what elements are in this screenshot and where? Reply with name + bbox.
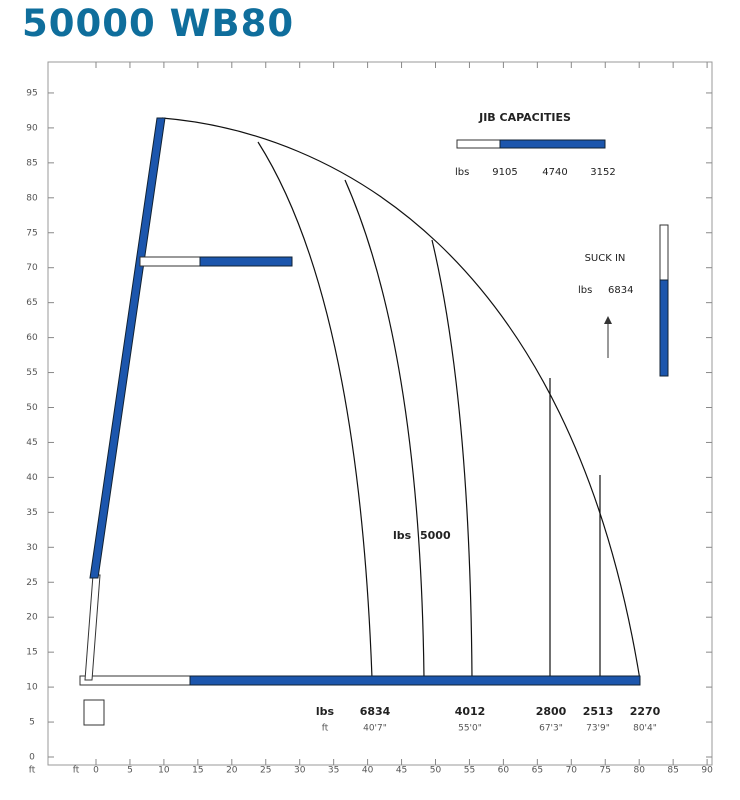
capacity-weight: 2513 <box>583 705 614 718</box>
x-tick-label: 85 <box>667 766 678 776</box>
x-tick-label: 90 <box>701 766 713 776</box>
frame <box>47 61 713 766</box>
y-tick-label: 30 <box>26 543 38 553</box>
suck-in-value: 6834 <box>608 285 633 296</box>
y-tick-label: 25 <box>26 578 37 588</box>
y-tick-label: 55 <box>26 368 37 378</box>
x-unit: ft <box>73 766 80 776</box>
capacity-weight: 4012 <box>455 705 486 718</box>
jib-value: 9105 <box>492 167 517 178</box>
y-tick-label: 90 <box>26 123 38 133</box>
y-unit: ft <box>29 766 36 776</box>
capacity-radius: 73'9" <box>586 724 610 734</box>
capacity-weight: 6834 <box>360 705 391 718</box>
x-tick-label: 30 <box>294 766 306 776</box>
y-tick-label: 15 <box>26 648 37 658</box>
y-tick-label: 80 <box>26 193 38 203</box>
capacity-radius: 55'0" <box>458 724 482 734</box>
x-tick-label: 70 <box>566 766 578 776</box>
capacity-radius: 80'4" <box>633 724 657 734</box>
capacity-radius: 67'3" <box>539 724 563 734</box>
x-tick-label: 55 <box>464 766 475 776</box>
x-tick-label: 40 <box>362 766 374 776</box>
y-tick-label: 60 <box>26 333 38 343</box>
x-tick-label: 65 <box>532 766 543 776</box>
x-tick-label: 45 <box>396 766 407 776</box>
y-tick-label: 5 <box>29 718 35 728</box>
center-unit: lbs <box>393 529 412 542</box>
capacity-weight: 2270 <box>630 705 661 718</box>
capacity-radius: 40'7" <box>363 724 387 734</box>
x-tick-label: 80 <box>633 766 645 776</box>
radius-unit: ft <box>322 724 329 734</box>
y-tick-label: 20 <box>26 613 38 623</box>
jib-unit: lbs <box>455 167 469 178</box>
x-tick-label: 35 <box>328 766 339 776</box>
y-tick-label: 70 <box>26 263 38 273</box>
jib-title: JIB CAPACITIES <box>478 111 571 124</box>
x-tick-label: 20 <box>226 766 238 776</box>
y-tick-label: 50 <box>26 403 38 413</box>
x-tick-label: 5 <box>127 766 133 776</box>
y-tick-label: 40 <box>26 473 38 483</box>
y-tick-label: 85 <box>26 158 37 168</box>
x-tick-label: 75 <box>600 766 611 776</box>
y-tick-label: 10 <box>26 683 38 693</box>
jib-value: 4740 <box>542 167 567 178</box>
x-tick-label: 10 <box>158 766 170 776</box>
y-tick-label: 45 <box>26 438 37 448</box>
range-curves <box>161 117 641 681</box>
jib-value: 3152 <box>590 167 615 178</box>
y-tick-label: 65 <box>26 298 37 308</box>
center-value: 5000 <box>420 529 451 542</box>
capacity-weight: 2800 <box>536 705 567 718</box>
y-tick-label: 0 <box>29 753 35 763</box>
suck-in-title: SUCK IN <box>585 253 626 264</box>
x-tick-label: 60 <box>498 766 510 776</box>
x-tick-label: 0 <box>93 766 99 776</box>
suck-in-unit: lbs <box>578 285 592 296</box>
x-tick-label: 50 <box>430 766 442 776</box>
y-tick-label: 95 <box>26 88 37 98</box>
x-tick-label: 25 <box>260 766 271 776</box>
x-tick-label: 15 <box>192 766 203 776</box>
y-tick-label: 75 <box>26 228 37 238</box>
boom <box>79 117 669 726</box>
title: 50000 WB80 <box>22 2 295 45</box>
y-tick-label: 35 <box>26 508 37 518</box>
weight-unit: lbs <box>316 705 335 718</box>
